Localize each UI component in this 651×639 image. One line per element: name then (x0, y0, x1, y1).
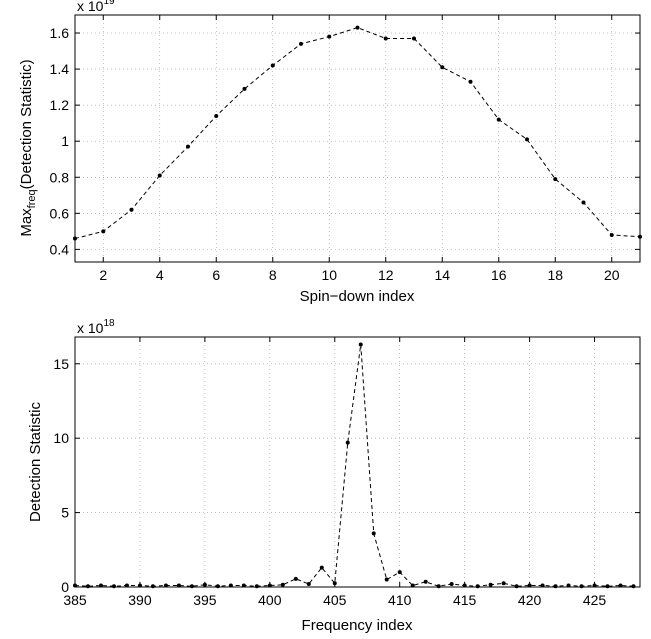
top-data-point (496, 117, 501, 122)
bottom-data-point (358, 342, 363, 347)
bottom-panel: 385 390 395 400 405 410 415 420 425 0 5 10 15 x 1018… (27, 318, 641, 634)
bottom-ticks: 385 390 395 400 405 410 415 420 425 0 5 10 15 (53, 337, 640, 608)
bottom-x-tick-label: 385 (63, 592, 87, 608)
top-panel: 2 4 6 8 10 12 14 16 18 20 0.4 0.6 0.8 1 1.2 1.4 1.6 x 10… (18, 0, 642, 305)
top-x-tick-label: 6 (212, 267, 220, 283)
bottom-data-point (371, 531, 376, 536)
top-data-point (412, 36, 416, 41)
bottom-data-point (514, 584, 519, 589)
top-y-tick-label: 1.4 (50, 61, 70, 77)
top-series-points (73, 25, 642, 241)
bottom-data-point (397, 570, 402, 575)
bottom-exponent: x 1018 (77, 318, 115, 336)
bottom-data-point (280, 582, 285, 587)
top-x-tick-label: 18 (547, 267, 563, 283)
bottom-data-point (189, 584, 194, 589)
top-x-tick-label: 4 (156, 267, 164, 283)
top-y-tick-label: 1.6 (50, 25, 70, 41)
bottom-data-point (254, 584, 259, 589)
top-data-point (609, 232, 614, 237)
top-x-tick-label: 12 (378, 267, 394, 283)
top-y-tick-label: 1.2 (50, 97, 70, 113)
bottom-data-point (85, 584, 90, 589)
top-data-point (553, 177, 558, 182)
top-data-point (157, 173, 162, 178)
bottom-data-point (306, 582, 311, 587)
bottom-axes-box (74, 336, 641, 588)
bottom-data-point (501, 581, 506, 586)
bottom-data-point (319, 565, 324, 570)
top-data-point (327, 34, 332, 39)
bottom-y-tick-label: 5 (61, 505, 69, 521)
bottom-x-tick-label: 415 (453, 592, 477, 608)
top-data-point (270, 63, 275, 68)
bottom-x-tick-label: 410 (388, 592, 412, 608)
top-data-point (355, 25, 360, 30)
bottom-data-point (488, 582, 493, 587)
top-x-tick-label: 10 (321, 267, 337, 283)
top-grid (75, 15, 640, 262)
bottom-data-point (111, 584, 116, 589)
bottom-x-tick-label: 425 (583, 592, 607, 608)
top-series-line (74, 27, 641, 240)
bottom-data-point (475, 584, 480, 589)
top-ticks: 2 4 6 8 10 12 14 16 18 20 0.4 0.6 0.8 1 1.2 1.4 1.6 (50, 15, 640, 283)
top-data-point (299, 41, 303, 46)
top-axes-box (74, 14, 641, 263)
bottom-data-point (605, 584, 610, 589)
top-x-tick-label: 20 (604, 267, 620, 283)
bottom-x-tick-label: 395 (193, 592, 217, 608)
top-x-tick-label: 2 (99, 267, 107, 283)
bottom-data-point (215, 584, 220, 589)
top-data-point (383, 36, 388, 41)
top-y-tick-label: 0.6 (50, 205, 70, 221)
bottom-data-point (436, 584, 441, 589)
bottom-data-point (293, 576, 298, 581)
top-x-tick-label: 16 (491, 267, 507, 283)
bottom-series-points (73, 342, 636, 589)
top-y-tick-label: 1 (61, 133, 69, 149)
top-data-point (525, 137, 529, 142)
bottom-data-point (423, 579, 428, 584)
top-y-axis-label: Maxfreq(Detection Statistic) (18, 59, 38, 236)
bottom-data-point (202, 582, 207, 587)
top-x-tick-label: 8 (269, 267, 277, 283)
bottom-data-point (579, 584, 584, 589)
bottom-y-axis-label: Detection Statistic (27, 401, 44, 522)
bottom-data-point (553, 584, 558, 589)
top-data-point (214, 113, 219, 118)
bottom-data-point (384, 577, 389, 582)
bottom-x-tick-label: 420 (518, 592, 542, 608)
bottom-data-point (449, 582, 454, 587)
top-data-point (468, 79, 473, 84)
bottom-y-tick-label: 0 (61, 579, 69, 595)
top-data-point (129, 207, 134, 212)
bottom-data-point (150, 584, 155, 589)
bottom-series-line (74, 344, 634, 587)
bottom-x-tick-label: 400 (258, 592, 282, 608)
top-data-point (186, 144, 190, 149)
bottom-data-point (345, 440, 350, 445)
top-data-point (581, 200, 586, 205)
bottom-data-point (631, 584, 636, 589)
top-data-point (242, 86, 247, 91)
bottom-x-axis-label: Frequency index (302, 617, 413, 634)
bottom-data-point (332, 581, 337, 586)
top-x-tick-label: 14 (434, 267, 450, 283)
bottom-x-tick-label: 405 (323, 592, 347, 608)
top-y-tick-label: 0.4 (50, 241, 70, 257)
bottom-grid (74, 337, 640, 588)
top-exponent: x 1019 (77, 0, 115, 14)
top-data-point (101, 229, 106, 234)
bottom-y-tick-label: 10 (53, 430, 69, 446)
top-data-point (440, 65, 445, 70)
bottom-x-tick-label: 390 (128, 592, 152, 608)
top-x-axis-label: Spin−down index (300, 288, 415, 305)
bottom-y-tick-label: 15 (53, 356, 69, 372)
top-y-tick-label: 0.8 (50, 169, 70, 185)
